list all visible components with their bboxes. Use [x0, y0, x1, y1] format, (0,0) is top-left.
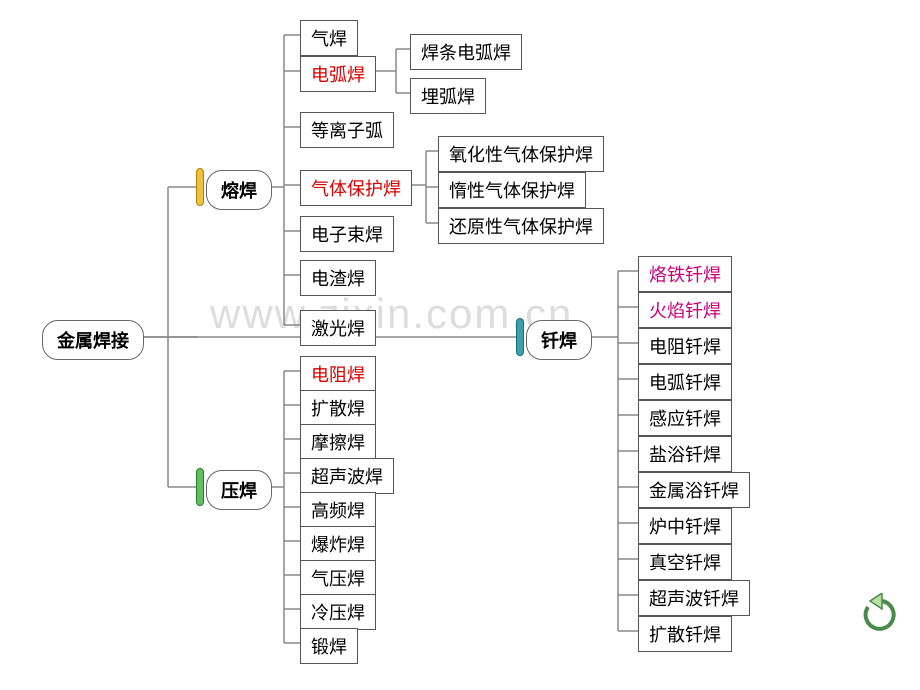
- leaf-node: 真空钎焊: [638, 544, 732, 580]
- leaf-node: 超声波焊: [300, 458, 394, 494]
- leaf-node: 电阻焊: [300, 356, 376, 392]
- leaf-node: 电弧钎焊: [638, 364, 732, 400]
- leaf-node: 炉中钎焊: [638, 508, 732, 544]
- arc-brazing: [516, 318, 524, 356]
- leaf-node: 扩散焊: [300, 390, 376, 426]
- leaf-node: 气压焊: [300, 560, 376, 596]
- leaf-node: 摩擦焊: [300, 424, 376, 460]
- leaf-node: 氧化性气体保护焊: [438, 136, 604, 172]
- root-node: 金属焊接: [42, 320, 144, 360]
- return-icon[interactable]: [858, 593, 902, 642]
- leaf-node: 气焊: [300, 20, 358, 56]
- leaf-node: 电阻钎焊: [638, 328, 732, 364]
- leaf-node: 感应钎焊: [638, 400, 732, 436]
- leaf-node: 电弧焊: [300, 56, 376, 92]
- category-fusion: 熔焊: [206, 170, 272, 210]
- leaf-node: 气体保护焊: [300, 170, 412, 206]
- leaf-node: 金属浴钎焊: [638, 472, 750, 508]
- leaf-node: 冷压焊: [300, 594, 376, 630]
- leaf-node: 等离子弧: [300, 112, 394, 148]
- leaf-node: 超声波钎焊: [638, 580, 750, 616]
- leaf-node: 火焰钎焊: [638, 292, 732, 328]
- leaf-node: 锻焊: [300, 628, 358, 664]
- leaf-node: 爆炸焊: [300, 526, 376, 562]
- leaf-node: 扩散钎焊: [638, 616, 732, 652]
- leaf-node: 高频焊: [300, 492, 376, 528]
- leaf-node: 焊条电弧焊: [410, 34, 522, 70]
- leaf-node: 惰性气体保护焊: [438, 172, 586, 208]
- leaf-node: 激光焊: [300, 310, 376, 346]
- leaf-node: 烙铁钎焊: [638, 256, 732, 292]
- leaf-node: 埋弧焊: [410, 78, 486, 114]
- leaf-node: 电渣焊: [300, 260, 376, 296]
- category-pressure: 压焊: [206, 470, 272, 510]
- arc-pressure: [196, 468, 204, 506]
- leaf-node: 还原性气体保护焊: [438, 208, 604, 244]
- category-brazing: 钎焊: [526, 320, 592, 360]
- leaf-node: 电子束焊: [300, 216, 394, 252]
- leaf-node: 盐浴钎焊: [638, 436, 732, 472]
- arc-fusion: [196, 168, 204, 206]
